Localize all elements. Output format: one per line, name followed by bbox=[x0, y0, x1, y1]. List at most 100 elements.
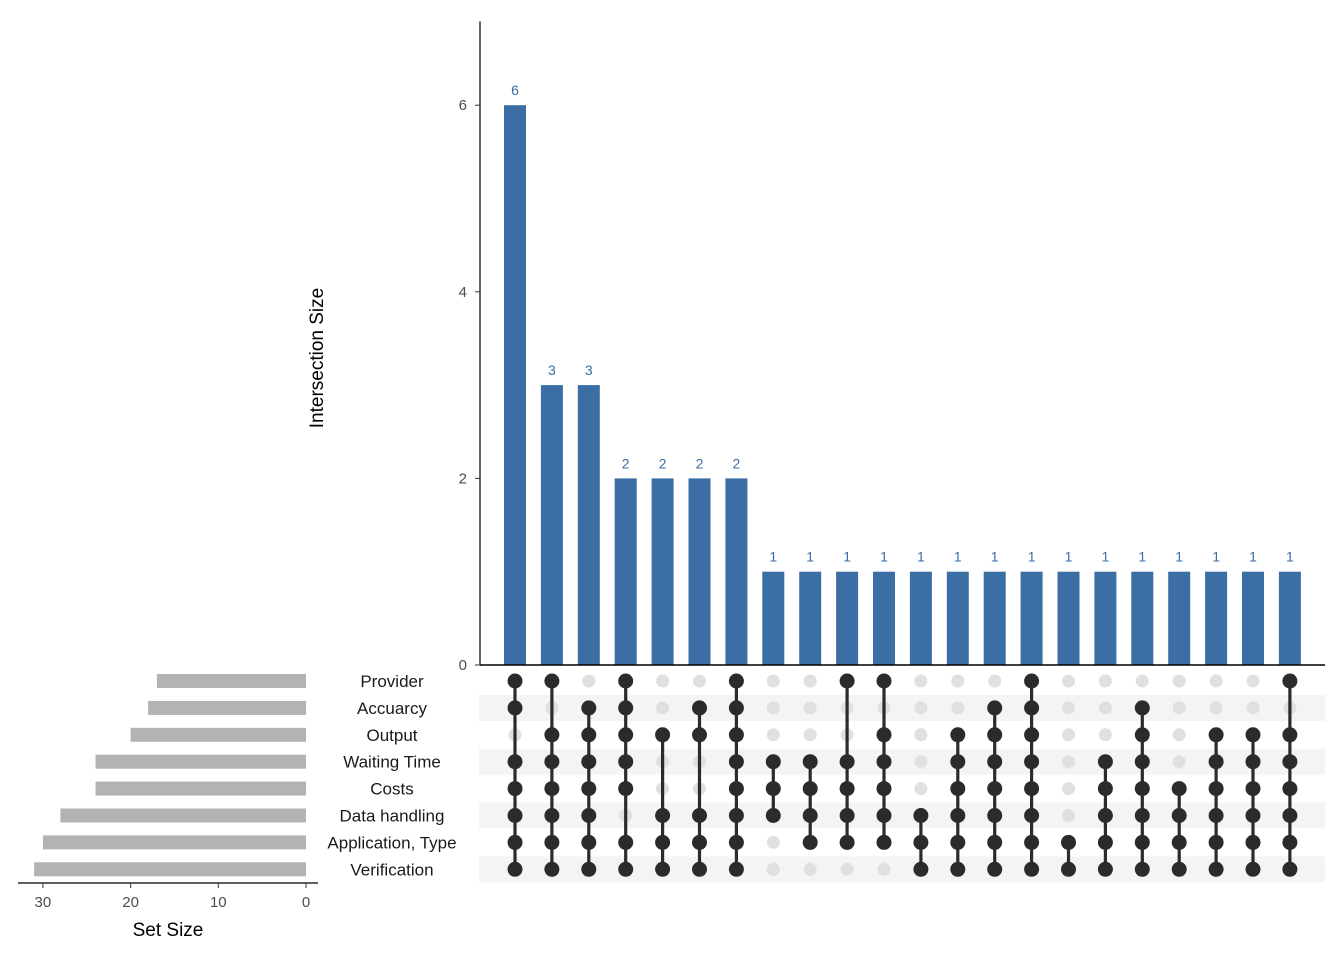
matrix-stripe-7 bbox=[479, 856, 1325, 883]
matrix-dot-13-3 bbox=[987, 754, 1003, 770]
matrix-dot-2-7 bbox=[581, 861, 597, 877]
set-size-bar-5 bbox=[60, 808, 306, 823]
matrix-dot-12-6 bbox=[950, 834, 966, 850]
intersection-bar-19 bbox=[1205, 571, 1228, 665]
y-tick-label-0: 0 bbox=[459, 657, 467, 674]
matrix-dot-6-1 bbox=[728, 700, 744, 716]
matrix-dot-16-4 bbox=[1097, 781, 1113, 797]
matrix-dot-empty-16-0 bbox=[1098, 674, 1112, 688]
matrix-dot-2-6 bbox=[581, 834, 597, 850]
intersection-bar-1 bbox=[540, 385, 563, 665]
intersection-bar-18 bbox=[1168, 571, 1191, 665]
intersection-bar-label-12: 1 bbox=[954, 549, 962, 565]
matrix-dot-11-6 bbox=[913, 834, 929, 850]
matrix-dot-empty-7-6 bbox=[766, 835, 780, 849]
matrix-dot-2-4 bbox=[581, 781, 597, 797]
intersection-bar-label-6: 2 bbox=[733, 455, 741, 471]
matrix-dot-6-5 bbox=[728, 808, 744, 823]
matrix-dot-14-1 bbox=[1024, 700, 1040, 716]
intersection-bars bbox=[504, 105, 1301, 665]
matrix-dot-5-5 bbox=[692, 808, 707, 823]
matrix-dot-empty-15-2 bbox=[1062, 728, 1075, 742]
matrix-dot-13-7 bbox=[987, 861, 1003, 877]
set-size-tick-label-0: 30 bbox=[35, 894, 52, 911]
matrix-dot-21-5 bbox=[1282, 808, 1298, 823]
matrix-dot-empty-8-2 bbox=[803, 728, 817, 742]
set-size-axis: 30 20 10 0 bbox=[18, 882, 318, 911]
matrix-dot-20-5 bbox=[1245, 808, 1261, 823]
matrix-dot-18-5 bbox=[1171, 808, 1187, 823]
matrix-dot-6-4 bbox=[728, 781, 744, 797]
matrix-dot-5-6 bbox=[692, 834, 707, 850]
set-label-7: Verification bbox=[350, 860, 433, 879]
matrix-dot-16-5 bbox=[1097, 808, 1113, 823]
intersection-bar-label-3: 2 bbox=[622, 455, 630, 471]
intersection-bar-label-9: 1 bbox=[843, 549, 851, 565]
matrix-dot-12-7 bbox=[950, 861, 966, 877]
matrix-dot-empty-11-3 bbox=[914, 755, 928, 769]
matrix-dot-17-4 bbox=[1134, 781, 1150, 797]
matrix-dot-7-4 bbox=[765, 781, 781, 797]
intersection-bar-5 bbox=[688, 478, 711, 665]
intersection-bar-0 bbox=[504, 105, 526, 665]
matrix-dot-3-3 bbox=[618, 754, 634, 770]
matrix-dot-5-2 bbox=[692, 727, 707, 743]
matrix-dot-5-1 bbox=[692, 700, 707, 716]
matrix-dot-10-3 bbox=[876, 754, 892, 770]
matrix-dot-16-3 bbox=[1097, 754, 1113, 770]
matrix-dot-empty-17-0 bbox=[1135, 674, 1149, 688]
matrix-dot-18-4 bbox=[1171, 781, 1187, 797]
intersection-bar-7 bbox=[762, 571, 785, 665]
set-size-axis-title: Set Size bbox=[133, 920, 204, 941]
matrix-dot-empty-15-1 bbox=[1062, 701, 1075, 715]
matrix-dot-14-0 bbox=[1024, 673, 1040, 689]
intersection-bar-label-15: 1 bbox=[1065, 549, 1073, 565]
intersection-bar-label-0: 6 bbox=[511, 82, 519, 98]
matrix-dot-3-7 bbox=[618, 861, 634, 877]
matrix-dot-4-2 bbox=[655, 727, 671, 743]
intersection-bar-13 bbox=[983, 571, 1006, 665]
matrix-dot-2-2 bbox=[581, 727, 597, 743]
matrix-dot-0-3 bbox=[507, 754, 523, 770]
matrix-dot-empty-8-0 bbox=[803, 674, 817, 688]
intersection-bar-17 bbox=[1131, 571, 1154, 665]
matrix-dot-8-3 bbox=[802, 754, 818, 770]
matrix-dot-7-3 bbox=[765, 754, 781, 770]
intersection-bar-3 bbox=[614, 478, 637, 665]
matrix-dot-19-7 bbox=[1208, 861, 1224, 877]
matrix-dot-empty-19-0 bbox=[1209, 674, 1223, 688]
set-label-0: Provider bbox=[360, 672, 424, 691]
matrix-dot-0-7 bbox=[507, 861, 523, 877]
intersection-bar-label-1: 3 bbox=[548, 362, 556, 378]
matrix-dot-empty-10-7 bbox=[877, 862, 891, 876]
matrix-dot-21-6 bbox=[1282, 834, 1298, 850]
matrix-dot-12-4 bbox=[950, 781, 966, 797]
matrix-dot-empty-15-5 bbox=[1062, 809, 1075, 822]
matrix-dot-empty-20-1 bbox=[1246, 701, 1260, 715]
intersection-bar-15 bbox=[1057, 571, 1080, 665]
matrix-dot-1-6 bbox=[544, 834, 560, 850]
intersection-bar-21 bbox=[1278, 571, 1301, 665]
intersection-bar-label-14: 1 bbox=[1028, 549, 1036, 565]
matrix-dot-empty-20-0 bbox=[1246, 674, 1260, 688]
intersection-y-axis: 0 2 4 6 bbox=[459, 21, 1325, 674]
matrix-stripe-5 bbox=[479, 802, 1325, 829]
matrix-dot-20-4 bbox=[1245, 781, 1261, 797]
matrix-dot-empty-16-2 bbox=[1098, 728, 1112, 742]
intersection-bar-6 bbox=[725, 478, 748, 665]
matrix-dot-empty-15-3 bbox=[1062, 755, 1075, 769]
set-label-6: Application, Type bbox=[327, 833, 456, 852]
matrix-dot-14-7 bbox=[1024, 861, 1040, 877]
intersection-bar-label-21: 1 bbox=[1286, 549, 1294, 565]
set-label-5: Data handling bbox=[340, 807, 445, 826]
intersection-bar-label-10: 1 bbox=[880, 549, 888, 565]
matrix-dot-empty-9-7 bbox=[840, 862, 854, 876]
intersection-bar-label-8: 1 bbox=[806, 549, 814, 565]
matrix-dot-10-0 bbox=[876, 673, 892, 689]
matrix-dot-empty-18-3 bbox=[1172, 755, 1186, 769]
matrix-dot-1-3 bbox=[544, 754, 560, 770]
intersection-bar-label-2: 3 bbox=[585, 362, 593, 378]
set-size-bar-3 bbox=[95, 754, 307, 769]
matrix-dot-12-3 bbox=[950, 754, 966, 770]
matrix-dot-12-5 bbox=[950, 808, 966, 823]
